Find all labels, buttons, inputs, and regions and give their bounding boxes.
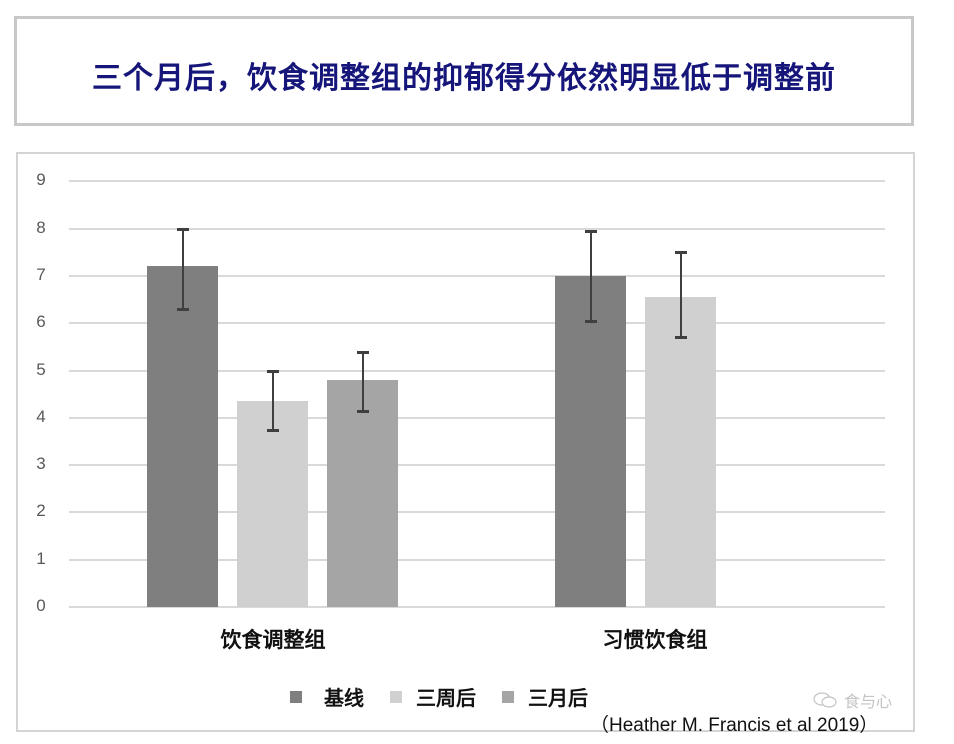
gridline [69, 558, 885, 561]
chart-title: 三个月后，饮食调整组的抑郁得分依然明显低于调整前 [92, 61, 836, 96]
category-label-habitual-group: 习惯饮食组 [602, 628, 708, 652]
y-tick-label: 8 [36, 217, 46, 237]
gridline [69, 369, 885, 372]
y-tick-label: 6 [36, 312, 46, 332]
category-label-diet-group: 饮食调整组 [220, 628, 326, 652]
gridline [69, 274, 885, 277]
bar [147, 266, 218, 607]
bar [237, 401, 308, 607]
error-bar-cap [584, 319, 597, 323]
bar [555, 275, 626, 607]
error-bar-cap [176, 227, 189, 231]
gridline [69, 511, 885, 514]
error-bar [589, 230, 592, 321]
error-bar-cap [356, 409, 369, 413]
y-tick-label: 1 [36, 548, 46, 568]
error-bar-cap [674, 336, 687, 340]
y-tick-label: 2 [36, 501, 46, 521]
wechat-icon [813, 692, 837, 708]
legend-label-baseline: 基线 [324, 686, 364, 710]
y-tick-label: 9 [36, 170, 46, 190]
legend-swatch-three-weeks [390, 690, 402, 703]
gridline [69, 180, 885, 183]
bar [327, 379, 398, 607]
error-bar [679, 252, 682, 338]
legend-swatch-baseline [290, 690, 302, 703]
legend-item-baseline: 基线 [290, 682, 364, 711]
legend-item-three-weeks: 三周后 [390, 682, 476, 711]
error-bar [271, 370, 274, 430]
y-tick-label: 7 [36, 264, 46, 284]
gridline [69, 464, 885, 467]
error-bar-cap [176, 308, 189, 311]
y-tick-label: 5 [36, 359, 46, 379]
legend-swatch-three-months [502, 690, 514, 703]
y-tick-label: 3 [36, 454, 46, 474]
error-bar-cap [266, 369, 279, 373]
legend-label-three-weeks: 三周后 [416, 686, 476, 710]
error-bar-cap [674, 251, 687, 255]
watermark-text: 食与心 [844, 692, 893, 711]
error-bar-cap [356, 350, 369, 354]
bar [645, 297, 716, 607]
title-box: 三个月后，饮食调整组的抑郁得分依然明显低于调整前 [14, 16, 914, 126]
watermark: 食与心 [812, 688, 892, 712]
gridline [69, 322, 885, 325]
error-bar-cap [584, 229, 597, 233]
legend-item-three-months: 三月后 [502, 682, 588, 711]
legend-label-three-months: 三月后 [528, 686, 588, 710]
gridline [69, 416, 885, 419]
error-bar [361, 351, 364, 411]
gridline [69, 227, 885, 230]
legend: 基线 三周后 三月后 [290, 682, 614, 711]
gridline [69, 606, 885, 608]
error-bar [181, 228, 184, 309]
error-bar-cap [266, 428, 279, 432]
citation: （Heather M. Francis et al 2019） [590, 715, 879, 736]
y-tick-label: 4 [36, 406, 46, 426]
y-tick-label: 0 [36, 596, 46, 615]
